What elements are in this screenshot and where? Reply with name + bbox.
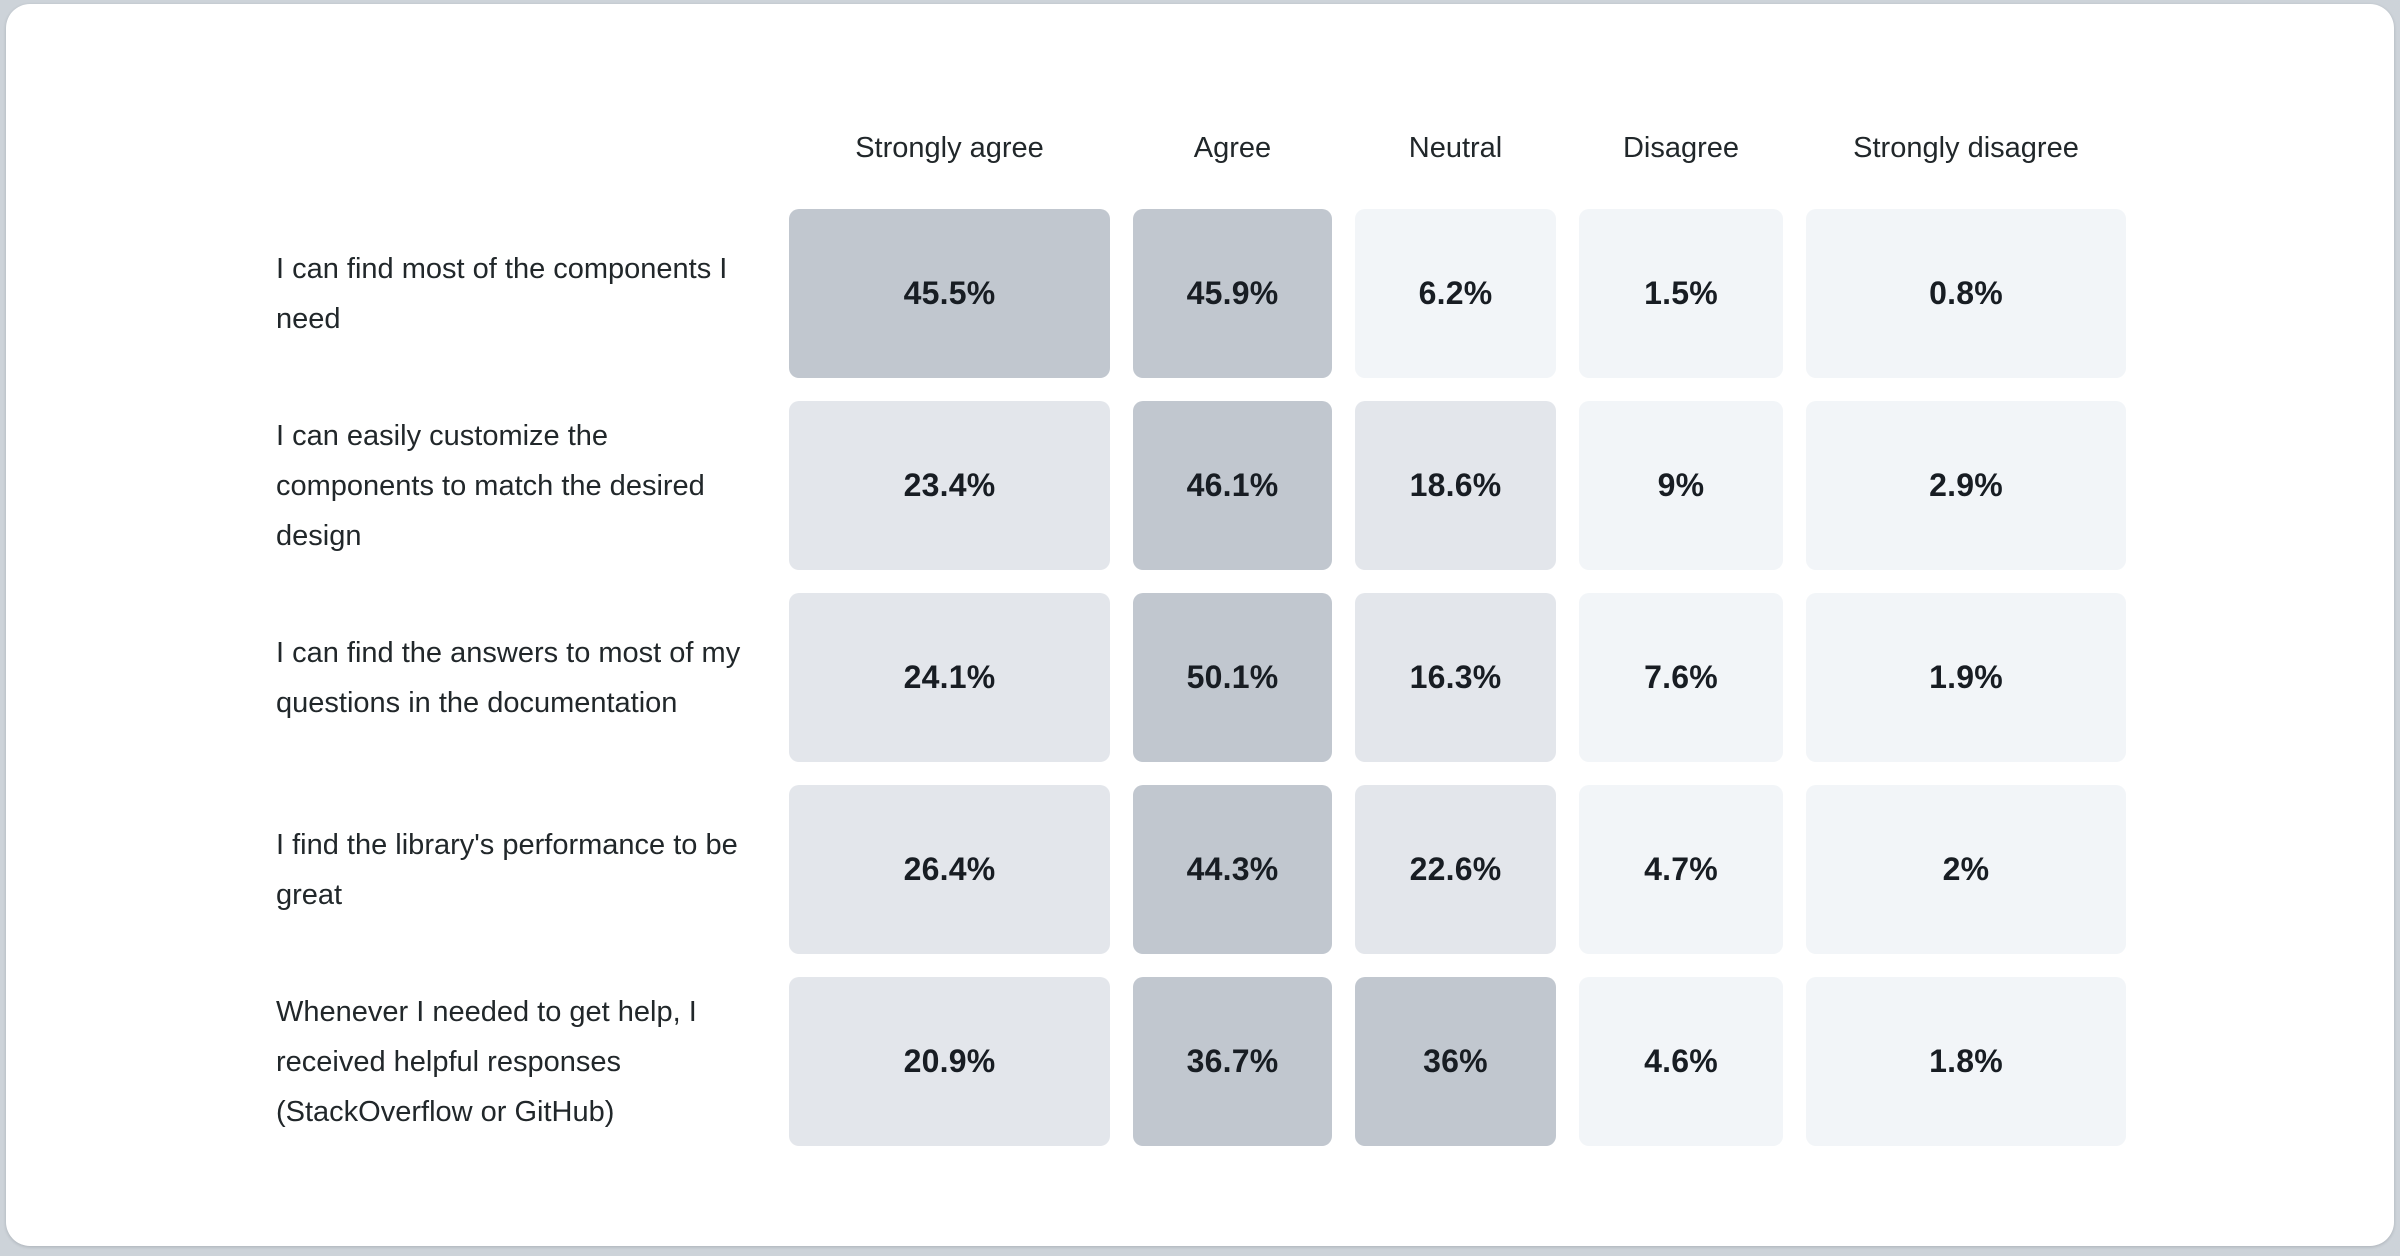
column-header: Disagree — [1622, 131, 1740, 164]
column-header: Strongly agree — [855, 131, 1044, 164]
row-label: I find the library's performance to be g… — [276, 828, 738, 911]
heatmap-cell: 23.4% — [789, 401, 1110, 570]
heatmap-cell: 18.6% — [1355, 401, 1556, 570]
heatmap-cell: 2% — [1806, 785, 2126, 954]
heatmap-cell: 22.6% — [1355, 785, 1556, 954]
column-header: Neutral — [1408, 131, 1503, 164]
heatmap-cell: 24.1% — [789, 593, 1110, 762]
heatmap-grid: Strongly agree Agree Neutral Disagree Strong… — [276, 110, 2126, 1146]
heatmap-cell: 7.6% — [1579, 593, 1783, 762]
column-header: Agree — [1193, 131, 1272, 164]
row-label: Whenever I needed to get help, I receive… — [276, 995, 697, 1128]
heatmap-cell: 4.7% — [1579, 785, 1783, 954]
heatmap-cell: 2.9% — [1806, 401, 2126, 570]
heatmap-cell: 6.2% — [1355, 209, 1556, 378]
row-label: I can find most of the components I need — [276, 252, 728, 335]
corner-spacer — [276, 110, 766, 186]
heatmap-cell: 16.3% — [1355, 593, 1556, 762]
heatmap-cell: 46.1% — [1133, 401, 1332, 570]
heatmap-cell: 50.1% — [1133, 593, 1332, 762]
row-label: I can find the answers to most of my que… — [276, 636, 741, 719]
survey-heatmap-card: Strongly agree Agree Neutral Disagree Strong… — [6, 4, 2394, 1246]
heatmap-cell: 44.3% — [1133, 785, 1332, 954]
heatmap-cell: 1.9% — [1806, 593, 2126, 762]
heatmap-cell: 20.9% — [789, 977, 1110, 1146]
column-header: Strongly disagree — [1853, 131, 2079, 164]
heatmap-cell: 1.5% — [1579, 209, 1783, 378]
heatmap-cell: 1.8% — [1806, 977, 2126, 1146]
heatmap-cell: 9% — [1579, 401, 1783, 570]
heatmap-cell: 26.4% — [789, 785, 1110, 954]
heatmap-cell: 45.5% — [789, 209, 1110, 378]
row-label: I can easily customize the components to… — [276, 419, 705, 552]
heatmap-cell: 0.8% — [1806, 209, 2126, 378]
heatmap-cell: 36% — [1355, 977, 1556, 1146]
heatmap-cell: 4.6% — [1579, 977, 1783, 1146]
heatmap-cell: 36.7% — [1133, 977, 1332, 1146]
heatmap-cell: 45.9% — [1133, 209, 1332, 378]
